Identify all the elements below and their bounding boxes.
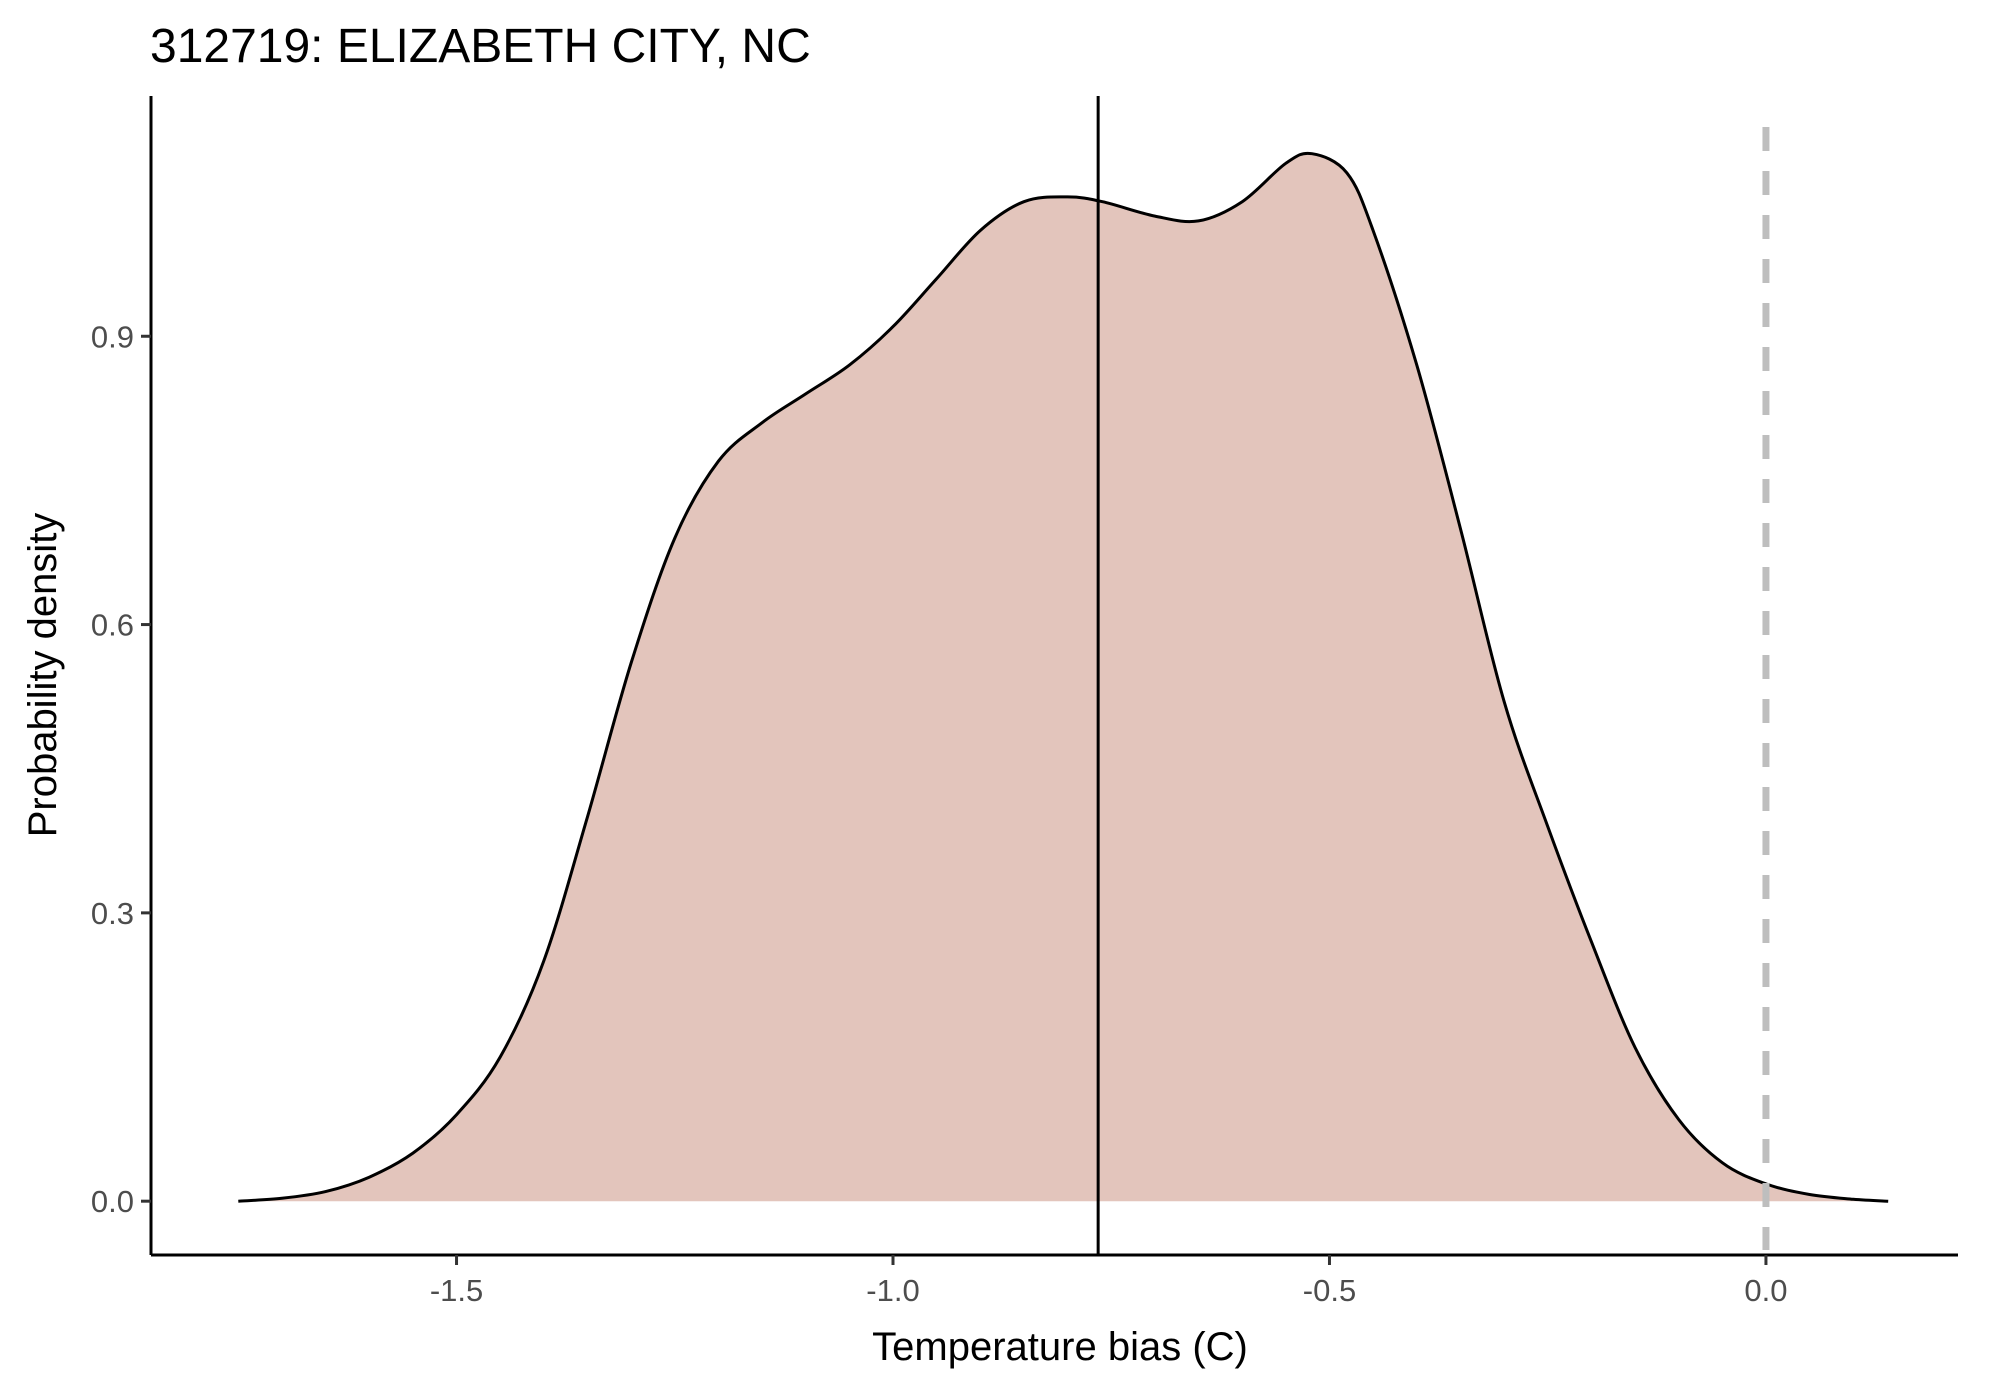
x-tick-label: -1.5 [430,1273,483,1308]
x-tick-label: -0.5 [1303,1273,1356,1308]
chart-title: 312719: ELIZABETH CITY, NC [150,20,811,73]
x-axis-title: Temperature bias (C) [872,1325,1248,1369]
y-tick-label: 0.3 [91,896,134,931]
x-axis-ticks: -1.5 -1.0 -0.5 0.0 [430,1255,1788,1308]
axes [149,96,1958,1257]
y-tick-label: 0.9 [91,319,134,354]
x-tick-label: -1.0 [866,1273,919,1308]
reference-lines [1096,96,1770,1255]
plot-area [238,151,1889,1203]
y-tick-label: 0.6 [91,608,134,643]
y-tick-label: 0.0 [91,1184,134,1219]
y-axis-title: Probability density [21,513,65,838]
y-axis-ticks: 0.0 0.3 0.6 0.9 [91,319,151,1219]
density-area-fill [238,153,1889,1202]
x-tick-label: 0.0 [1744,1273,1787,1308]
density-curve-line [238,151,1889,1203]
